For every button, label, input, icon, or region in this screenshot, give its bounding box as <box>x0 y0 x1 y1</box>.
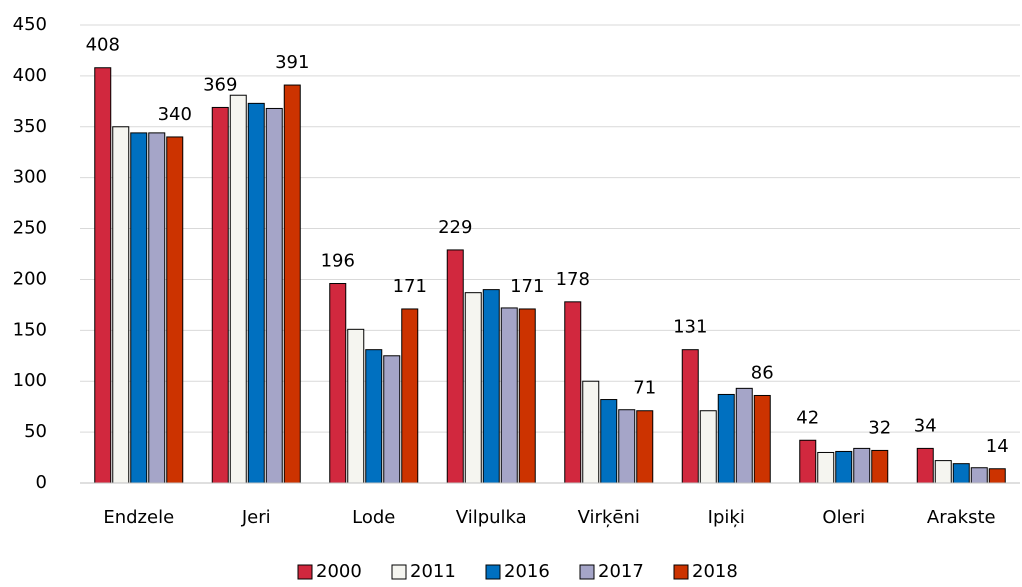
legend-label: 2016 <box>504 561 550 582</box>
data-label: 32 <box>868 417 891 438</box>
data-label: 171 <box>393 276 427 297</box>
x-tick-label: Endzele <box>103 507 174 528</box>
bar <box>112 126 130 484</box>
bar <box>329 283 347 484</box>
bar <box>952 463 970 484</box>
bar <box>482 289 500 484</box>
bar <box>988 468 1006 484</box>
x-tick-label: Arakste <box>927 507 996 528</box>
legend-swatch <box>391 564 407 580</box>
data-label: 34 <box>914 415 937 436</box>
x-tick-label: Virķēni <box>578 507 640 528</box>
bar <box>518 308 536 484</box>
x-tick-label: Lode <box>352 507 395 528</box>
data-label: 229 <box>438 217 472 238</box>
legend-swatch <box>485 564 501 580</box>
bar <box>853 447 871 484</box>
bar <box>699 410 717 484</box>
bar <box>130 132 148 484</box>
bar <box>211 106 229 484</box>
x-tick-label: Jeri <box>241 507 271 528</box>
bar <box>735 387 753 484</box>
bar <box>347 328 365 484</box>
y-tick-label: 100 <box>13 370 47 391</box>
bar <box>681 349 699 484</box>
data-label: 408 <box>86 35 120 56</box>
bar <box>817 451 835 484</box>
bar <box>464 292 482 484</box>
y-tick-label: 350 <box>13 116 47 137</box>
y-tick-label: 400 <box>13 65 47 86</box>
bar <box>753 394 771 484</box>
legend-label: 2018 <box>692 561 738 582</box>
bar <box>283 84 301 484</box>
legend-label: 2017 <box>598 561 644 582</box>
bar <box>970 467 988 484</box>
bar <box>148 132 166 484</box>
legend-swatch <box>297 564 313 580</box>
y-tick-label: 450 <box>13 14 47 35</box>
bar <box>500 307 518 484</box>
bar <box>401 308 419 484</box>
legend-swatch <box>673 564 689 580</box>
data-label: 71 <box>633 378 656 399</box>
data-label: 196 <box>321 251 355 272</box>
bar <box>582 380 600 484</box>
bar <box>934 460 952 484</box>
x-tick-label: Ipiķi <box>708 507 745 528</box>
x-tick-label: Oleri <box>822 507 865 528</box>
bar <box>916 447 934 484</box>
bar <box>835 450 853 484</box>
bar <box>94 67 112 484</box>
legend-label: 2011 <box>410 561 456 582</box>
y-tick-label: 150 <box>13 319 47 340</box>
bar <box>265 107 283 484</box>
data-label: 369 <box>203 74 237 95</box>
data-label: 178 <box>556 269 590 290</box>
bar <box>871 449 889 484</box>
x-tick-label: Vilpulka <box>456 507 527 528</box>
bar <box>229 94 247 484</box>
bar <box>636 410 654 484</box>
legend-swatch <box>579 564 595 580</box>
data-label: 42 <box>796 407 819 428</box>
y-tick-label: 50 <box>24 421 47 442</box>
bar <box>799 439 817 484</box>
bar <box>618 409 636 484</box>
bar <box>247 102 265 484</box>
bar <box>446 249 464 484</box>
bar <box>564 301 582 484</box>
y-tick-label: 200 <box>13 268 47 289</box>
bar <box>365 349 383 484</box>
bar <box>383 355 401 484</box>
bar <box>717 393 735 484</box>
data-label: 171 <box>510 276 544 297</box>
data-label: 14 <box>986 436 1009 457</box>
data-label: 340 <box>158 104 192 125</box>
legend-label: 2000 <box>316 561 362 582</box>
data-label: 391 <box>275 52 309 73</box>
bar <box>600 399 618 484</box>
bar <box>166 136 184 484</box>
y-tick-label: 0 <box>36 472 47 493</box>
y-tick-label: 250 <box>13 218 47 239</box>
y-tick-label: 300 <box>13 167 47 188</box>
data-label: 131 <box>673 317 707 338</box>
data-label: 86 <box>751 362 774 383</box>
